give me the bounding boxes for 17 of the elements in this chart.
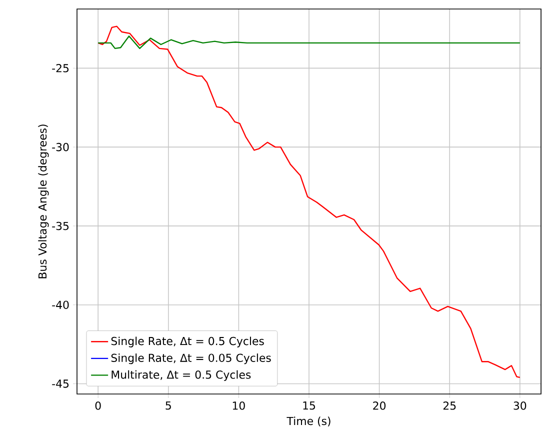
legend-label: Single Rate, Δt = 0.05 Cycles (111, 354, 271, 364)
x-tick-label: 30 (514, 402, 526, 410)
y-tick-label: -45 (52, 380, 69, 388)
x-tick-label: 25 (443, 402, 456, 410)
legend-label: Multirate, Δt = 0.5 Cycles (112, 370, 251, 381)
x-tick-label: 15 (303, 402, 316, 410)
y-tick-label: -25 (52, 64, 69, 72)
y-tick-label: -30 (52, 142, 69, 152)
y-tick-label: -35 (52, 222, 69, 230)
x-tick-label: 0 (95, 402, 101, 410)
y-tick-label: -40 (52, 300, 69, 309)
x-axis-title: Time (s) (286, 416, 330, 426)
x-tick-label: 5 (166, 402, 171, 410)
x-tick-label: 20 (373, 402, 386, 410)
x-tick-label: 10 (232, 402, 245, 410)
legend-label: Single Rate, Δt = 0.5 Cycles (111, 336, 264, 348)
y-axis-title: Bus Voltage Angle (degrees) (38, 124, 49, 278)
